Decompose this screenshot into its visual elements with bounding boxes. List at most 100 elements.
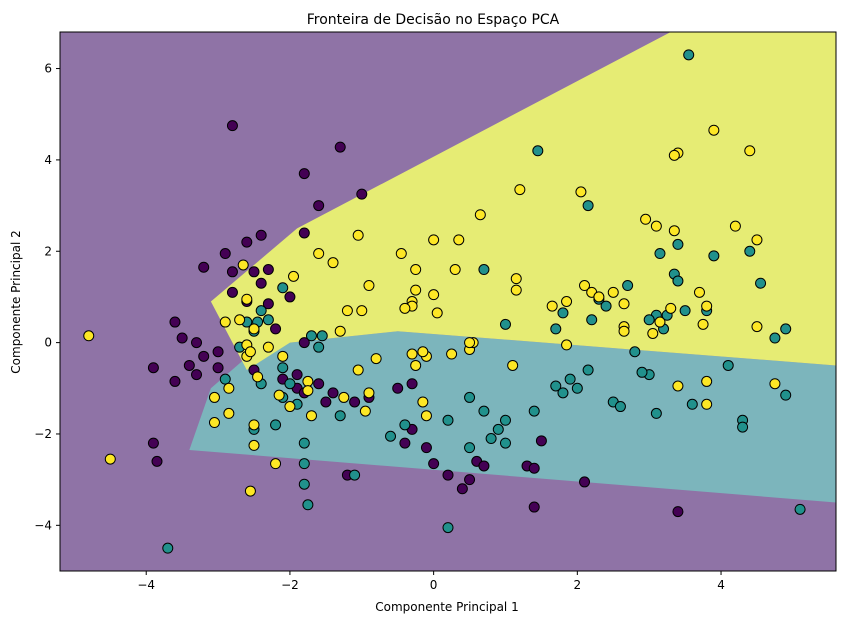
point-class-1 (654, 248, 666, 260)
y-tick-label: −2 (34, 427, 52, 441)
point-class-0 (248, 266, 260, 278)
point-class-1 (219, 373, 231, 385)
point-class-1 (277, 282, 289, 294)
point-class-1 (464, 442, 476, 454)
point-class-1 (442, 414, 454, 426)
point-class-0 (420, 442, 432, 454)
y-axis-label: Componente Principal 2 (9, 230, 23, 373)
point-class-2 (729, 220, 741, 232)
point-class-2 (327, 257, 339, 269)
point-class-1 (737, 421, 749, 433)
point-class-2 (693, 286, 705, 298)
point-class-0 (151, 455, 163, 467)
point-class-2 (223, 407, 235, 419)
point-class-1 (464, 391, 476, 403)
point-class-1 (769, 332, 781, 344)
point-class-2 (453, 234, 465, 246)
point-class-1 (755, 277, 767, 289)
point-class-1 (528, 405, 540, 417)
point-class-2 (288, 270, 300, 282)
point-class-1 (679, 305, 691, 317)
point-class-0 (270, 323, 282, 335)
point-class-0 (169, 375, 181, 387)
x-axis-ticks: −4 −2 0 2 4 (137, 571, 725, 592)
point-class-2 (618, 325, 630, 337)
point-class-1 (499, 437, 511, 449)
point-class-1 (305, 330, 317, 342)
x-tick-label: 0 (430, 578, 438, 592)
point-class-1 (492, 423, 504, 435)
point-class-2 (701, 375, 713, 387)
point-class-2 (428, 234, 440, 246)
point-class-1 (643, 314, 655, 326)
point-class-2 (83, 330, 95, 342)
point-class-0 (464, 474, 476, 486)
point-class-2 (561, 339, 573, 351)
point-class-2 (514, 184, 526, 196)
point-class-2 (510, 273, 522, 285)
point-class-1 (722, 359, 734, 371)
point-class-2 (579, 280, 591, 292)
point-class-1 (672, 275, 684, 287)
point-class-0 (579, 476, 591, 488)
point-class-0 (226, 286, 238, 298)
point-class-2 (464, 337, 476, 349)
point-class-2 (270, 458, 282, 470)
point-class-0 (291, 369, 303, 381)
point-class-2 (428, 289, 440, 301)
point-class-2 (410, 284, 422, 296)
point-class-0 (183, 359, 195, 371)
point-class-1 (302, 499, 314, 511)
point-class-0 (392, 382, 404, 394)
point-class-0 (535, 435, 547, 447)
point-class-2 (618, 298, 630, 310)
point-class-1 (683, 49, 695, 61)
point-class-1 (550, 323, 562, 335)
point-class-2 (431, 307, 443, 319)
point-class-2 (708, 124, 720, 136)
point-class-0 (327, 387, 339, 399)
point-class-1 (629, 346, 641, 358)
decision-regions (60, 32, 836, 571)
point-class-0 (298, 227, 310, 239)
point-class-1 (255, 305, 267, 317)
plot-frame (59, 31, 837, 572)
point-class-1 (277, 362, 289, 374)
point-class-1 (298, 437, 310, 449)
point-class-0 (428, 458, 440, 470)
chart-title: Fronteira de Decisão no Espaço PCA (307, 12, 560, 28)
point-class-0 (442, 469, 454, 481)
point-class-1 (499, 414, 511, 426)
point-class-0 (478, 460, 490, 472)
point-class-1 (650, 407, 662, 419)
point-class-1 (349, 469, 361, 481)
point-class-1 (571, 382, 583, 394)
point-class-0 (198, 350, 210, 362)
point-class-2 (352, 229, 364, 241)
point-class-2 (474, 209, 486, 221)
point-class-2 (406, 348, 418, 360)
point-class-0 (226, 120, 238, 132)
point-class-2 (668, 225, 680, 237)
point-class-0 (262, 264, 274, 276)
point-class-1 (550, 380, 562, 392)
region-class-1 (189, 331, 836, 503)
point-class-1 (284, 378, 296, 390)
point-class-1 (582, 364, 594, 376)
point-class-2 (252, 371, 264, 383)
point-class-1 (399, 419, 411, 431)
point-class-2 (334, 325, 346, 337)
point-class-2 (575, 186, 587, 198)
point-class-2 (650, 220, 662, 232)
point-class-2 (234, 314, 246, 326)
point-class-0 (191, 337, 203, 349)
x-axis-label: Componente Principal 1 (375, 600, 518, 614)
point-class-0 (191, 369, 203, 381)
point-class-2 (104, 453, 116, 465)
point-class-1 (614, 401, 626, 413)
point-class-2 (244, 485, 256, 497)
point-class-1 (298, 478, 310, 490)
point-class-0 (298, 337, 310, 349)
point-class-0 (212, 346, 224, 358)
